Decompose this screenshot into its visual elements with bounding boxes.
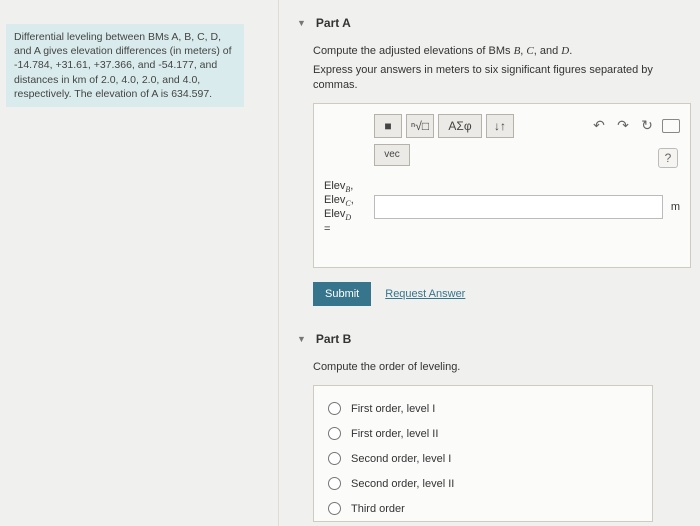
redo-icon[interactable]: ↷ (614, 117, 632, 135)
vec-button[interactable]: vec (374, 144, 410, 166)
radio-label: Second order, level I (351, 453, 451, 465)
greek-button[interactable]: ΑΣφ (438, 114, 482, 138)
reset-icon[interactable]: ↻ (638, 117, 656, 135)
collapse-icon[interactable]: ▼ (297, 334, 306, 344)
radio-label: First order, level I (351, 403, 435, 415)
answer-area: ▼ Part A Compute the adjusted elevations… (278, 0, 698, 526)
radio-input[interactable] (328, 502, 341, 515)
answer-labels: ElevB, ElevC, ElevD = (324, 180, 374, 236)
part-a-header: ▼ Part A (297, 16, 698, 30)
radio-option[interactable]: Third order (328, 496, 638, 521)
radio-option[interactable]: First order, level I (328, 396, 638, 421)
answer-input-row: ElevB, ElevC, ElevD = m (324, 180, 680, 236)
root-button[interactable]: ⁿ√□ (406, 114, 434, 138)
part-a-instruction-1: Compute the adjusted elevations of BMs B… (313, 44, 698, 59)
submit-row: Submit Request Answer (313, 282, 698, 306)
template-button[interactable]: ■ (374, 114, 402, 138)
equation-toolbar: ■ ⁿ√□ ΑΣφ ↓↑ ↶ ↷ ↻ (374, 114, 680, 138)
updown-button[interactable]: ↓↑ (486, 114, 514, 138)
radio-input[interactable] (328, 427, 341, 440)
radio-option[interactable]: Second order, level I (328, 446, 638, 471)
collapse-icon[interactable]: ▼ (297, 18, 306, 28)
radio-options: First order, level I First order, level … (313, 385, 653, 522)
request-answer-link[interactable]: Request Answer (385, 288, 465, 300)
elevation-input[interactable] (374, 195, 663, 219)
radio-label: Third order (351, 503, 405, 515)
radio-input[interactable] (328, 477, 341, 490)
help-button[interactable]: ? (658, 148, 678, 168)
question-prompt: Differential leveling between BMs A, B, … (6, 24, 244, 107)
radio-input[interactable] (328, 452, 341, 465)
part-a-title: Part A (316, 16, 351, 30)
keyboard-icon[interactable] (662, 117, 680, 135)
part-b-instruction: Compute the order of leveling. (313, 360, 698, 375)
part-a-instruction-2: Express your answers in meters to six si… (313, 63, 698, 93)
answer-panel: ■ ⁿ√□ ΑΣφ ↓↑ ↶ ↷ ↻ vec ? ElevB, ElevC, E… (313, 103, 691, 269)
radio-label: First order, level II (351, 428, 438, 440)
radio-label: Second order, level II (351, 478, 454, 490)
undo-icon[interactable]: ↶ (590, 117, 608, 135)
submit-button[interactable]: Submit (313, 282, 371, 306)
prompt-text: Differential leveling between BMs A, B, … (14, 31, 232, 100)
part-b-header: ▼ Part B (297, 332, 698, 346)
radio-input[interactable] (328, 402, 341, 415)
radio-option[interactable]: First order, level II (328, 421, 638, 446)
part-b-title: Part B (316, 332, 351, 346)
unit-label: m (671, 201, 680, 213)
radio-option[interactable]: Second order, level II (328, 471, 638, 496)
